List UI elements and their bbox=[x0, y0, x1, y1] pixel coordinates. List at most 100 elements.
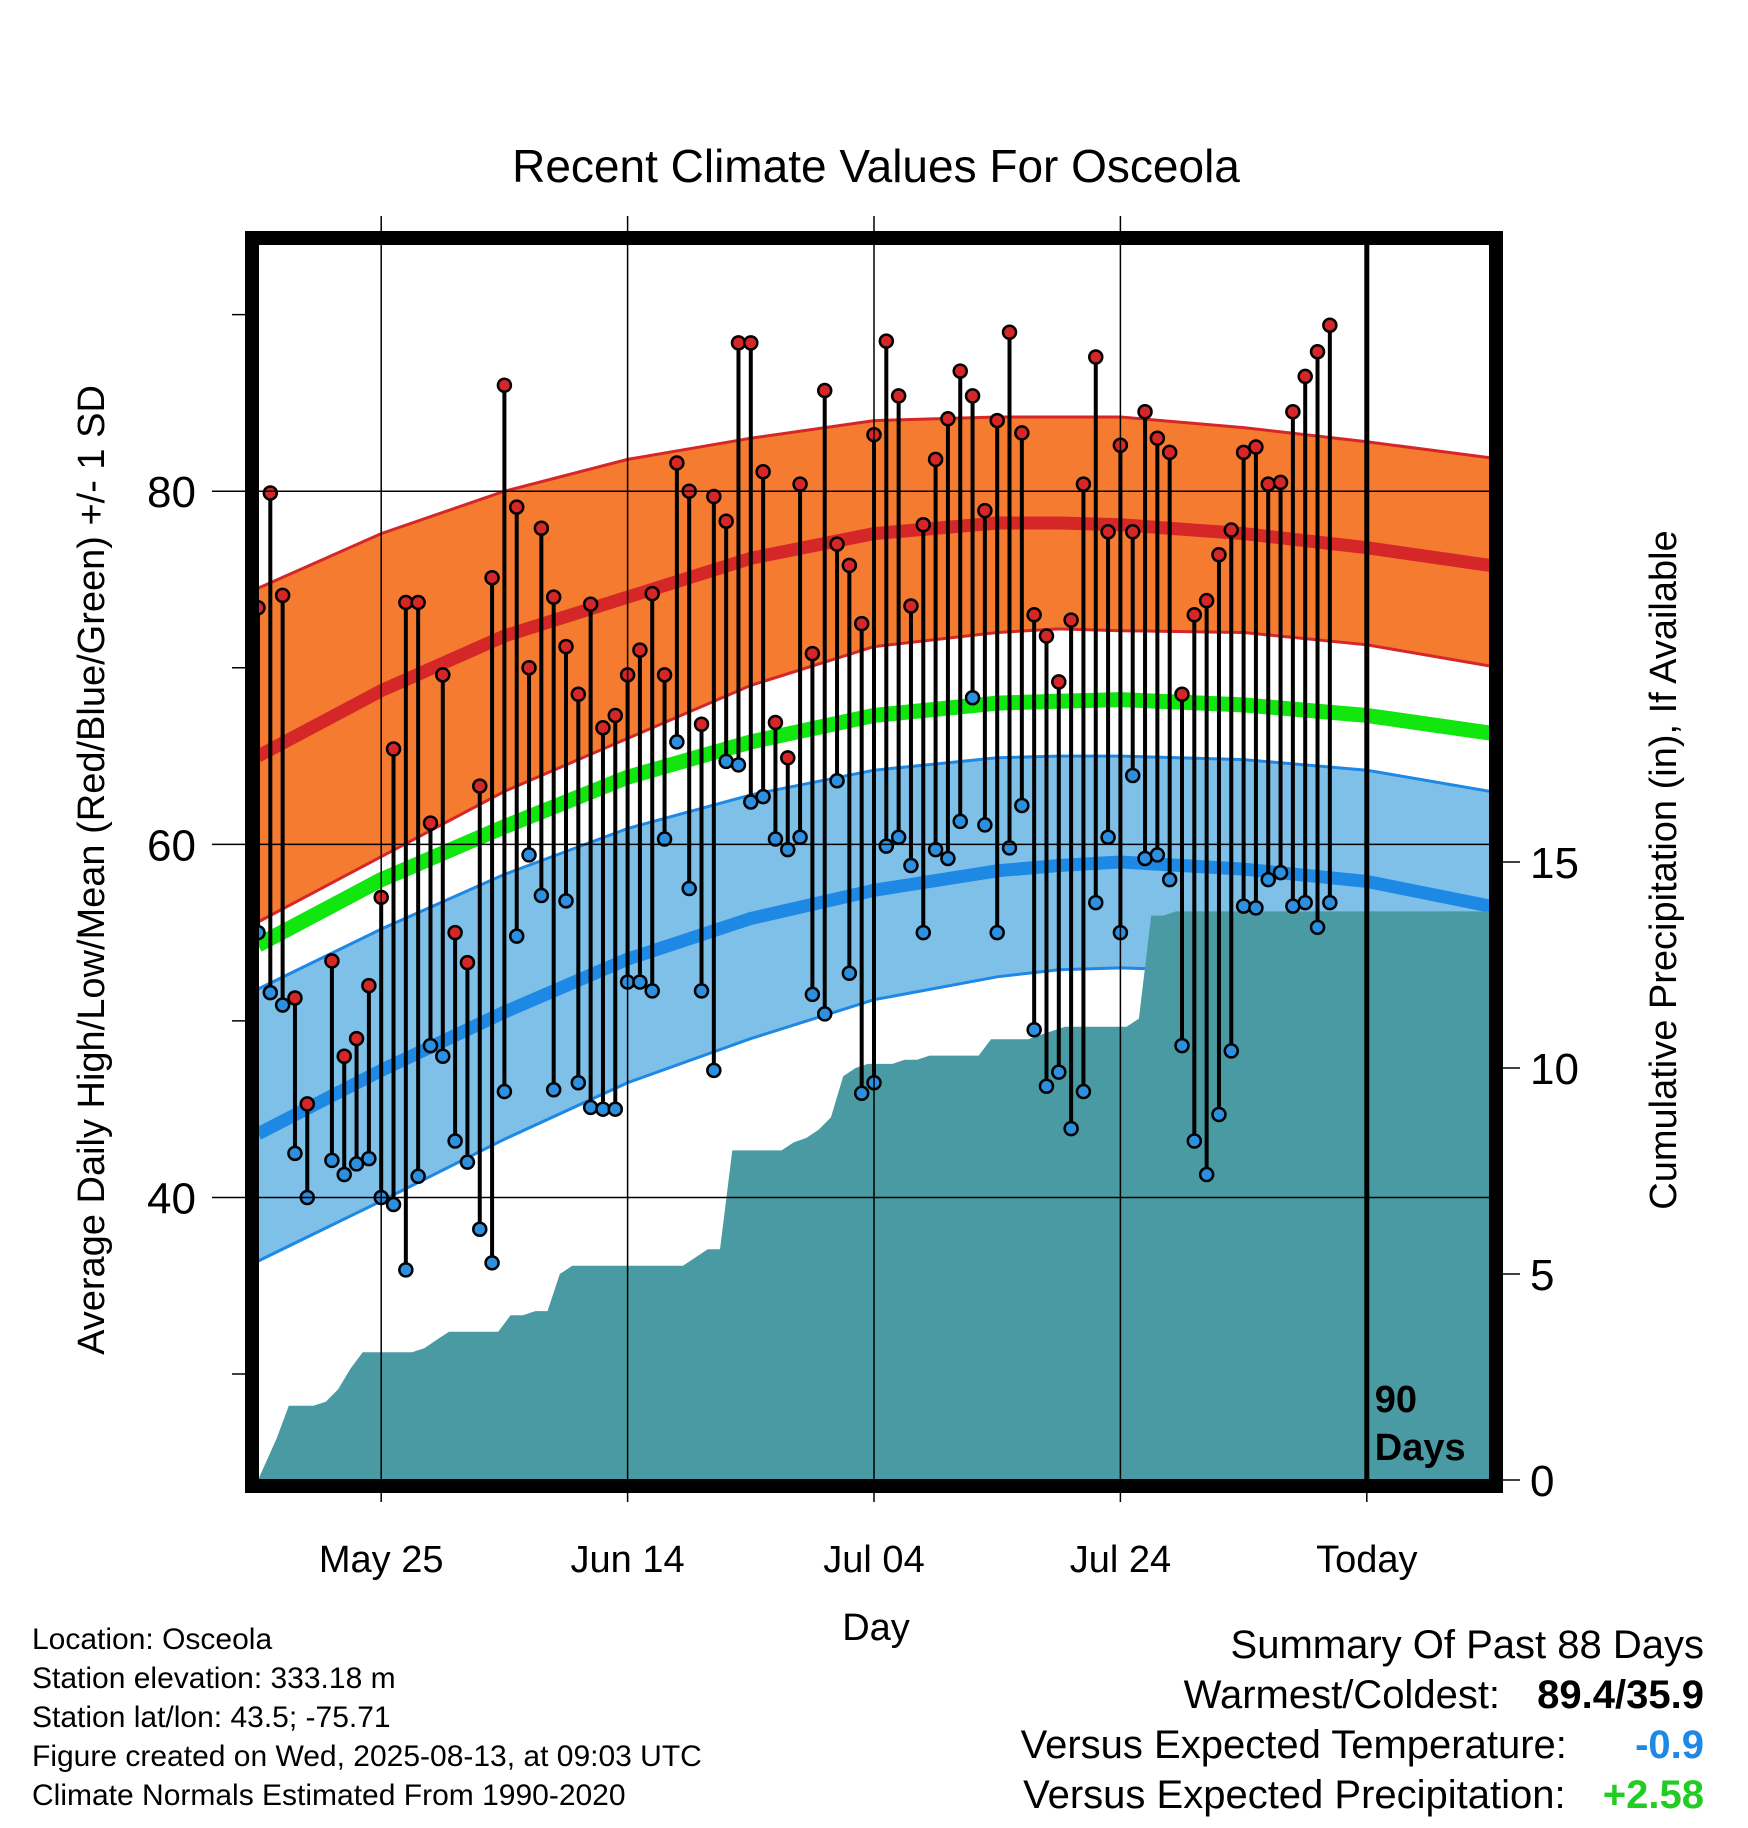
footer-normals: Climate Normals Estimated From 1990-2020 bbox=[32, 1779, 626, 1812]
daily-high-point bbox=[669, 455, 685, 471]
daily-high-point bbox=[1161, 444, 1178, 461]
daily-low-point bbox=[890, 829, 907, 846]
summary-temp-label: Versus Expected Temperature: bbox=[1020, 1723, 1567, 1767]
daily-low-point bbox=[398, 1262, 414, 1278]
daily-low-point bbox=[336, 1166, 352, 1183]
x-tick-label: Jul 04 bbox=[823, 1539, 924, 1581]
daily-high-point bbox=[816, 382, 833, 399]
daily-high-point bbox=[706, 488, 722, 505]
daily-low-point bbox=[1285, 898, 1301, 914]
daily-high-point bbox=[274, 587, 291, 604]
daily-high-point bbox=[1100, 524, 1116, 540]
summary-precip-label: Versus Expected Precipitation: bbox=[1023, 1773, 1566, 1817]
daily-high-point bbox=[940, 411, 956, 427]
summary-temp-value: -0.9 bbox=[1635, 1723, 1704, 1767]
daily-low-point bbox=[496, 1083, 513, 1100]
daily-high-point bbox=[558, 638, 574, 655]
daily-high-point bbox=[1186, 607, 1203, 623]
daily-low-point bbox=[681, 880, 697, 897]
daily-low-point bbox=[422, 1037, 439, 1054]
footer-elevation: Station elevation: 333.18 m bbox=[32, 1662, 396, 1695]
daily-high-point bbox=[1051, 674, 1067, 690]
daily-low-point bbox=[1124, 767, 1141, 784]
x-tick-label: Jul 24 bbox=[1070, 1539, 1171, 1581]
daily-high-point bbox=[398, 594, 414, 611]
daily-low-point bbox=[1211, 1106, 1227, 1123]
daily-high-point bbox=[1211, 547, 1227, 563]
daily-low-point bbox=[1100, 829, 1116, 846]
daily-low-point bbox=[755, 788, 771, 805]
daily-high-point bbox=[1075, 476, 1092, 492]
daily-high-point bbox=[496, 377, 513, 394]
daily-low-point bbox=[287, 1145, 303, 1162]
daily-high-point bbox=[718, 513, 734, 529]
daily-low-point bbox=[730, 757, 747, 773]
plot-area: May 25 Jun 14 Jul 04 Jul 24 Today 40 60 80 0 5 10 1… bbox=[147, 216, 1579, 1581]
daily-low-point bbox=[853, 1085, 870, 1102]
daily-low-point bbox=[706, 1062, 722, 1079]
daily-high-point bbox=[1260, 476, 1276, 492]
daily-low-point bbox=[435, 1048, 451, 1064]
daily-low-point bbox=[607, 1101, 624, 1117]
daily-high-point bbox=[853, 615, 870, 632]
daily-high-point bbox=[385, 741, 402, 757]
daily-high-point bbox=[693, 716, 710, 733]
y-axis-left-label: Average Daily High/Low/Mean (Red/Blue/Gr… bbox=[71, 385, 113, 1355]
normal-low-line bbox=[258, 855, 1490, 1140]
daily-low-point bbox=[743, 794, 759, 810]
daily-low-point bbox=[792, 829, 808, 846]
daily-low-point bbox=[582, 1099, 599, 1116]
daily-low-point bbox=[533, 887, 550, 904]
daily-low-point bbox=[829, 773, 845, 789]
daily-high-point bbox=[1235, 444, 1252, 461]
daily-high-point bbox=[927, 451, 944, 468]
daily-low-point bbox=[780, 841, 796, 858]
daily-high-point bbox=[952, 363, 968, 379]
daily-high-point bbox=[262, 485, 279, 501]
daily-low-point bbox=[1272, 864, 1289, 881]
daily-low-point bbox=[644, 983, 660, 999]
y-right-tick-label: 5 bbox=[1530, 1251, 1554, 1300]
daily-low-point bbox=[324, 1152, 340, 1169]
daily-low-point bbox=[1174, 1037, 1190, 1054]
daily-high-point bbox=[1297, 368, 1313, 385]
summary-temp-row: Versus Expected Temperature: -0.9 bbox=[1021, 1720, 1704, 1770]
daily-high-point bbox=[324, 953, 340, 969]
daily-high-point bbox=[545, 589, 562, 605]
daily-high-point bbox=[410, 594, 426, 611]
daily-low-point bbox=[570, 1074, 587, 1091]
daily-high-point bbox=[299, 1096, 316, 1112]
daily-low-point bbox=[1051, 1064, 1067, 1080]
footer-latlon: Station lat/lon: 43.5; -75.71 bbox=[32, 1701, 391, 1734]
daily-high-point bbox=[435, 667, 451, 683]
daily-low-point bbox=[1014, 797, 1030, 814]
summary-warm-cold-value: 89.4/35.9 bbox=[1537, 1673, 1704, 1717]
daily-low-point bbox=[1001, 840, 1018, 856]
daily-high-point bbox=[447, 924, 463, 941]
daily-low-point bbox=[656, 831, 673, 847]
daily-low-point bbox=[274, 997, 291, 1013]
daily-high-point bbox=[472, 778, 488, 794]
y-axis-right-label: Cumulative Precipitation (in), If Availa… bbox=[1643, 530, 1685, 1209]
daily-low-point bbox=[1198, 1166, 1215, 1183]
daily-low-point bbox=[632, 974, 648, 990]
daily-high-point bbox=[1001, 324, 1018, 341]
daily-low-point bbox=[816, 1006, 833, 1022]
daily-low-point bbox=[977, 817, 993, 833]
chart-title: Recent Climate Values For Osceola bbox=[512, 140, 1240, 192]
summary-title: Summary Of Past 88 Days bbox=[1230, 1623, 1704, 1667]
summary-panel: Summary Of Past 88 Days Warmest/Coldest:… bbox=[1021, 1620, 1704, 1820]
summary-warm-cold-label: Warmest/Coldest: bbox=[1183, 1673, 1501, 1717]
daily-high-point bbox=[1014, 425, 1030, 441]
daily-low-point bbox=[410, 1168, 426, 1185]
daily-low-point bbox=[595, 1101, 611, 1117]
daily-low-point bbox=[1322, 894, 1338, 911]
daily-low-point bbox=[718, 753, 734, 770]
daily-high-point bbox=[792, 476, 808, 492]
daily-low-point bbox=[545, 1082, 562, 1098]
daily-high-point bbox=[890, 388, 907, 404]
daily-low-point bbox=[1235, 898, 1252, 914]
daily-high-point bbox=[1088, 349, 1104, 365]
daily-high-point bbox=[632, 642, 648, 658]
daily-high-point bbox=[422, 815, 439, 831]
